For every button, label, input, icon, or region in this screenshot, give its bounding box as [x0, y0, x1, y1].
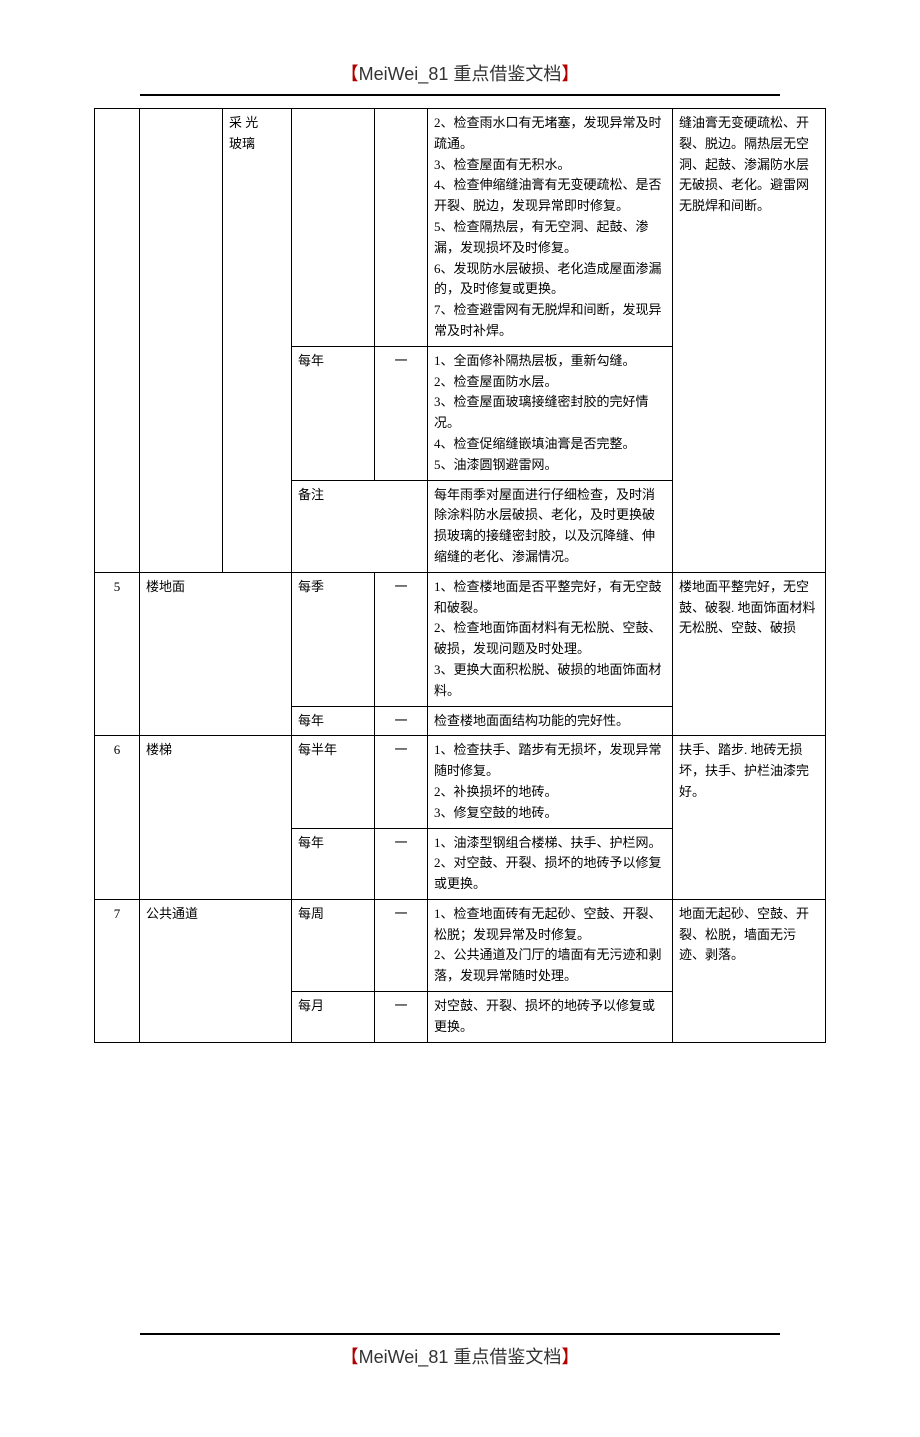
brand-bracket-right: 】	[561, 64, 579, 84]
cell-times: 一	[375, 992, 428, 1043]
cell-work: 检查楼地面面结构功能的完好性。	[428, 706, 673, 736]
brand-name: MeiWei_81	[359, 1347, 449, 1367]
cell-standard: 缝油膏无变硬疏松、开裂、脱边。隔热层无空洞、起鼓、渗漏防水层无破损、老化。避雷网…	[673, 109, 826, 573]
cell-times	[375, 109, 428, 347]
cell-work: 1、全面修补隔热层板，重新勾缝。2、检查屋面防水层。3、检查屋面玻璃接缝密封胶的…	[428, 346, 673, 480]
cell-frequency: 每季	[292, 572, 375, 706]
cell-times: 一	[375, 899, 428, 991]
cell-frequency: 每年	[292, 346, 375, 480]
maintenance-table: 采 光玻璃 2、检查雨水口有无堵塞，发现异常及时疏通。3、检查屋面有无积水。4、…	[94, 108, 826, 1043]
cell-index: 5	[95, 572, 140, 736]
brand-bracket-right: 】	[561, 1347, 579, 1367]
cell-work: 1、检查扶手、踏步有无损坏，发现异常随时修复。2、补换损坏的地砖。3、修复空鼓的…	[428, 736, 673, 828]
table-row: 采 光玻璃 2、检查雨水口有无堵塞，发现异常及时疏通。3、检查屋面有无积水。4、…	[95, 109, 826, 347]
cell-item	[140, 109, 223, 573]
brand-bracket-left: 【	[341, 1347, 359, 1367]
cell-frequency	[292, 109, 375, 347]
cell-subitem: 采 光玻璃	[223, 109, 292, 573]
cell-work: 2、检查雨水口有无堵塞，发现异常及时疏通。3、检查屋面有无积水。4、检查伸缩缝油…	[428, 109, 673, 347]
page-footer: 【MeiWei_81 重点借鉴文档】	[140, 1343, 780, 1369]
cell-standard: 地面无起砂、空鼓、开裂、松脱，墙面无污迹、剥落。	[673, 899, 826, 1042]
cell-times: 一	[375, 706, 428, 736]
table-row: 6 楼梯 每半年 一 1、检查扶手、踏步有无损坏，发现异常随时修复。2、补换损坏…	[95, 736, 826, 828]
cell-standard: 扶手、踏步. 地砖无损坏，扶手、护栏油漆完好。	[673, 736, 826, 900]
cell-times: 一	[375, 572, 428, 706]
cell-frequency: 每月	[292, 992, 375, 1043]
cell-work: 对空鼓、开裂、损坏的地砖予以修复或更换。	[428, 992, 673, 1043]
cell-work: 1、油漆型钢组合楼梯、扶手、护栏网。2、对空鼓、开裂、损坏的地砖予以修复或更换。	[428, 828, 673, 899]
cell-item: 楼梯	[140, 736, 292, 900]
header-rule	[140, 94, 780, 96]
brand-name: MeiWei_81	[359, 64, 449, 84]
cell-frequency: 每年	[292, 828, 375, 899]
cell-standard: 楼地面平整完好，无空鼓、破裂. 地面饰面材料无松脱、空鼓、破损	[673, 572, 826, 736]
cell-index: 6	[95, 736, 140, 900]
cell-work: 1、检查楼地面是否平整完好，有无空鼓和破裂。2、检查地面饰面材料有无松脱、空鼓、…	[428, 572, 673, 706]
brand-bracket-left: 【	[341, 64, 359, 84]
cell-frequency: 每周	[292, 899, 375, 991]
document-page: 【MeiWei_81 重点借鉴文档】 采 光玻璃 2、检查雨水口有无堵塞，发现异…	[0, 0, 920, 1437]
table-row: 5 楼地面 每季 一 1、检查楼地面是否平整完好，有无空鼓和破裂。2、检查地面饰…	[95, 572, 826, 706]
page-header: 【MeiWei_81 重点借鉴文档】	[140, 60, 780, 86]
cell-work: 1、检查地面砖有无起砂、空鼓、开裂、松脱；发现异常及时修复。2、公共通道及门厅的…	[428, 899, 673, 991]
cell-times: 一	[375, 828, 428, 899]
footer-rule	[140, 1333, 780, 1335]
cell-index: 7	[95, 899, 140, 1042]
cell-item: 公共通道	[140, 899, 292, 1042]
cell-item: 楼地面	[140, 572, 292, 736]
brand-mid: 重点借鉴文档	[448, 1347, 561, 1367]
table-row: 7 公共通道 每周 一 1、检查地面砖有无起砂、空鼓、开裂、松脱；发现异常及时修…	[95, 899, 826, 991]
cell-times: 一	[375, 736, 428, 828]
cell-frequency: 每年	[292, 706, 375, 736]
cell-work: 每年雨季对屋面进行仔细检查，及时消除涂料防水层破损、老化，及时更换破损玻璃的接缝…	[428, 480, 673, 572]
cell-frequency: 每半年	[292, 736, 375, 828]
cell-index	[95, 109, 140, 573]
brand-mid: 重点借鉴文档	[448, 64, 561, 84]
cell-times: 一	[375, 346, 428, 480]
cell-frequency: 备注	[292, 480, 428, 572]
